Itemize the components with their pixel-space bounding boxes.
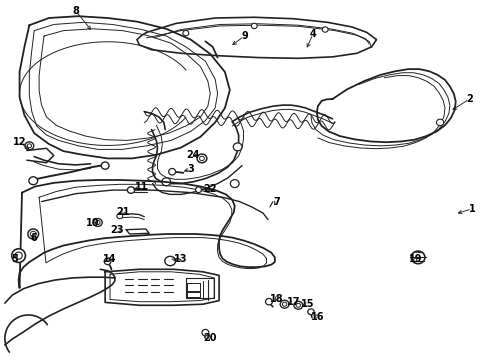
Ellipse shape	[101, 162, 109, 169]
Text: 6: 6	[30, 233, 37, 243]
Text: 10: 10	[86, 218, 100, 228]
Ellipse shape	[25, 142, 34, 150]
Text: 21: 21	[116, 207, 130, 217]
Ellipse shape	[162, 178, 170, 186]
Ellipse shape	[322, 27, 327, 32]
Text: 5: 5	[11, 254, 18, 264]
Text: 9: 9	[241, 31, 247, 41]
Ellipse shape	[251, 23, 257, 29]
Ellipse shape	[183, 31, 188, 36]
Text: 1: 1	[468, 204, 474, 214]
Text: 14: 14	[103, 254, 117, 264]
Ellipse shape	[265, 298, 272, 305]
Ellipse shape	[93, 219, 102, 226]
Text: 20: 20	[203, 333, 217, 343]
Ellipse shape	[104, 258, 111, 265]
Ellipse shape	[127, 187, 135, 193]
Text: 4: 4	[309, 29, 316, 39]
Text: 16: 16	[310, 312, 324, 322]
Ellipse shape	[12, 249, 25, 262]
Ellipse shape	[293, 301, 302, 309]
Ellipse shape	[195, 187, 201, 193]
Ellipse shape	[280, 300, 288, 308]
Ellipse shape	[28, 229, 39, 239]
Text: 18: 18	[269, 294, 283, 304]
Ellipse shape	[164, 256, 175, 266]
Ellipse shape	[202, 329, 208, 336]
Ellipse shape	[117, 213, 122, 219]
Ellipse shape	[168, 168, 175, 175]
Text: 17: 17	[286, 297, 300, 307]
Ellipse shape	[29, 177, 38, 185]
Ellipse shape	[435, 119, 443, 126]
Text: 11: 11	[135, 182, 148, 192]
Ellipse shape	[307, 309, 314, 315]
Ellipse shape	[230, 180, 239, 188]
Text: 7: 7	[272, 197, 279, 207]
Text: 13: 13	[174, 254, 187, 264]
Text: 24: 24	[186, 150, 200, 160]
Text: 23: 23	[110, 225, 124, 235]
Text: 19: 19	[408, 254, 422, 264]
Text: 12: 12	[13, 137, 26, 147]
Ellipse shape	[30, 231, 36, 237]
Text: 2: 2	[465, 94, 472, 104]
Ellipse shape	[15, 252, 22, 259]
Ellipse shape	[233, 143, 242, 151]
Ellipse shape	[27, 144, 32, 148]
Ellipse shape	[197, 154, 206, 163]
Text: 3: 3	[187, 164, 194, 174]
Text: 8: 8	[72, 6, 79, 16]
Ellipse shape	[410, 251, 424, 264]
Text: 22: 22	[203, 184, 217, 194]
Text: 15: 15	[301, 299, 314, 309]
